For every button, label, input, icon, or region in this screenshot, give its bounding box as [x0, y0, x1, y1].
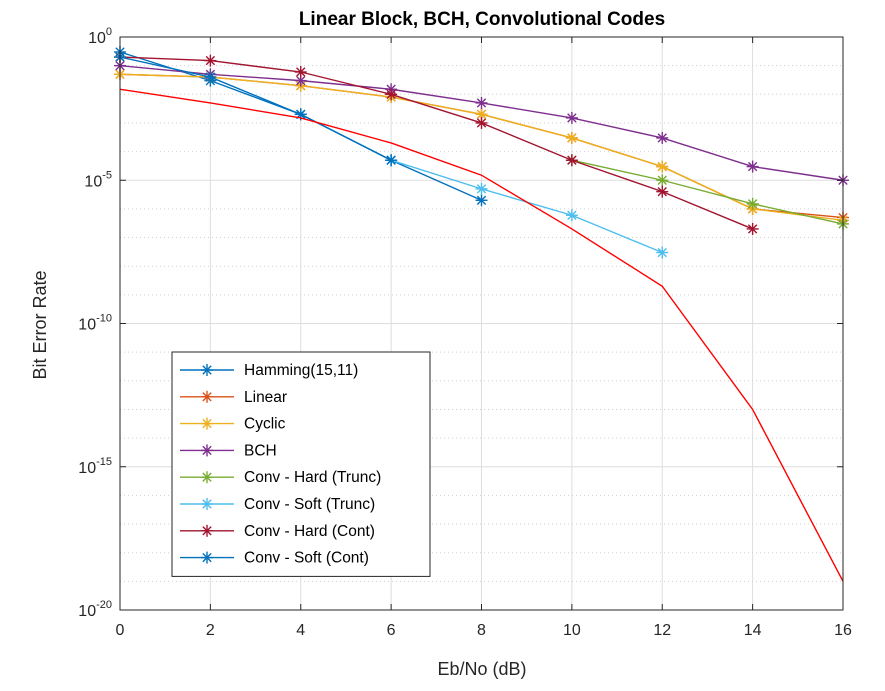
legend-entry: Conv - Soft (Trunc): [180, 496, 375, 513]
legend-label: Conv - Hard (Cont): [244, 523, 375, 540]
y-axis-label: Bit Error Rate: [30, 270, 50, 379]
data-point: [294, 66, 307, 79]
series-8: [119, 88, 844, 582]
legend-label: Conv - Soft (Cont): [244, 550, 369, 567]
legend-label: Linear: [244, 389, 287, 406]
y-tick-label: 10-10: [78, 313, 112, 334]
data-point: [385, 88, 398, 101]
x-tick-label: 14: [744, 622, 762, 639]
x-tick-label: 4: [296, 622, 305, 639]
data-point: [385, 154, 398, 167]
data-point: [475, 182, 488, 195]
axes: [119, 36, 844, 611]
series-line: [571, 159, 844, 225]
legend-entry: Conv - Hard (Trunc): [180, 469, 381, 486]
data-point: [656, 174, 669, 187]
data-point: [746, 197, 759, 210]
data-point: [475, 194, 488, 207]
series-layer: [114, 45, 849, 582]
legend-label: BCH: [244, 442, 277, 459]
x-tick-label: 2: [206, 622, 215, 639]
data-point: [204, 71, 217, 84]
legend-entry: BCH: [180, 442, 277, 459]
data-point: [565, 154, 578, 167]
legend-entry: Cyclic: [180, 416, 286, 433]
data-point: [201, 390, 213, 403]
legend: Hamming(15,11) Linear Cyclic BCH Conv - Hard…: [171, 351, 431, 577]
legend-label: Hamming(15,11): [244, 362, 358, 379]
legend-label: Cyclic: [244, 416, 286, 433]
series-line: [119, 56, 392, 161]
data-point: [201, 498, 213, 510]
data-point: [201, 364, 213, 376]
tick-labels: 0 2 4 6 8 10 12 14 16 100 10-5 10-10 10-15 10-20: [78, 26, 852, 639]
y-tick-label: 10-20: [78, 599, 112, 620]
x-tick-label: 12: [653, 622, 671, 639]
legend-entry: Hamming(15,11): [180, 362, 358, 379]
data-point: [204, 54, 217, 67]
chart-title: Linear Block, BCH, Convolutional Codes: [299, 9, 665, 30]
data-point: [201, 471, 213, 484]
legend-label: Conv - Soft (Trunc): [244, 496, 375, 513]
x-tick-label: 6: [387, 622, 396, 639]
data-point: [294, 74, 307, 87]
x-tick-label: 16: [834, 622, 852, 639]
data-point: [201, 551, 213, 564]
data-point: [565, 209, 578, 222]
y-tick-label: 10-15: [78, 456, 112, 477]
legend-entry: Conv - Hard (Cont): [180, 523, 375, 540]
data-point: [565, 111, 578, 124]
x-tick-label: 8: [477, 622, 486, 639]
legend-entry: Conv - Soft (Cont): [180, 550, 369, 567]
data-point: [656, 131, 669, 144]
y-tick-label: 100: [88, 26, 112, 47]
data-point: [201, 444, 213, 457]
data-point: [656, 160, 669, 173]
data-point: [656, 246, 669, 259]
legend-box: [171, 351, 431, 577]
data-point: [201, 417, 213, 430]
data-point: [475, 96, 488, 109]
data-point: [475, 116, 488, 129]
data-point: [746, 222, 759, 235]
x-tick-label: 0: [116, 622, 125, 639]
data-point: [201, 524, 213, 537]
data-point: [656, 185, 669, 198]
series-line: [119, 88, 844, 582]
series-line: [119, 56, 753, 230]
series-6: [114, 51, 759, 235]
x-tick-label: 10: [563, 622, 581, 639]
legend-label: Conv - Hard (Trunc): [244, 469, 381, 486]
legend-entry: Linear: [180, 389, 287, 406]
data-point: [746, 160, 759, 173]
x-axis-label: Eb/No (dB): [437, 659, 526, 679]
y-tick-label: 10-5: [84, 169, 112, 190]
data-point: [565, 131, 578, 144]
